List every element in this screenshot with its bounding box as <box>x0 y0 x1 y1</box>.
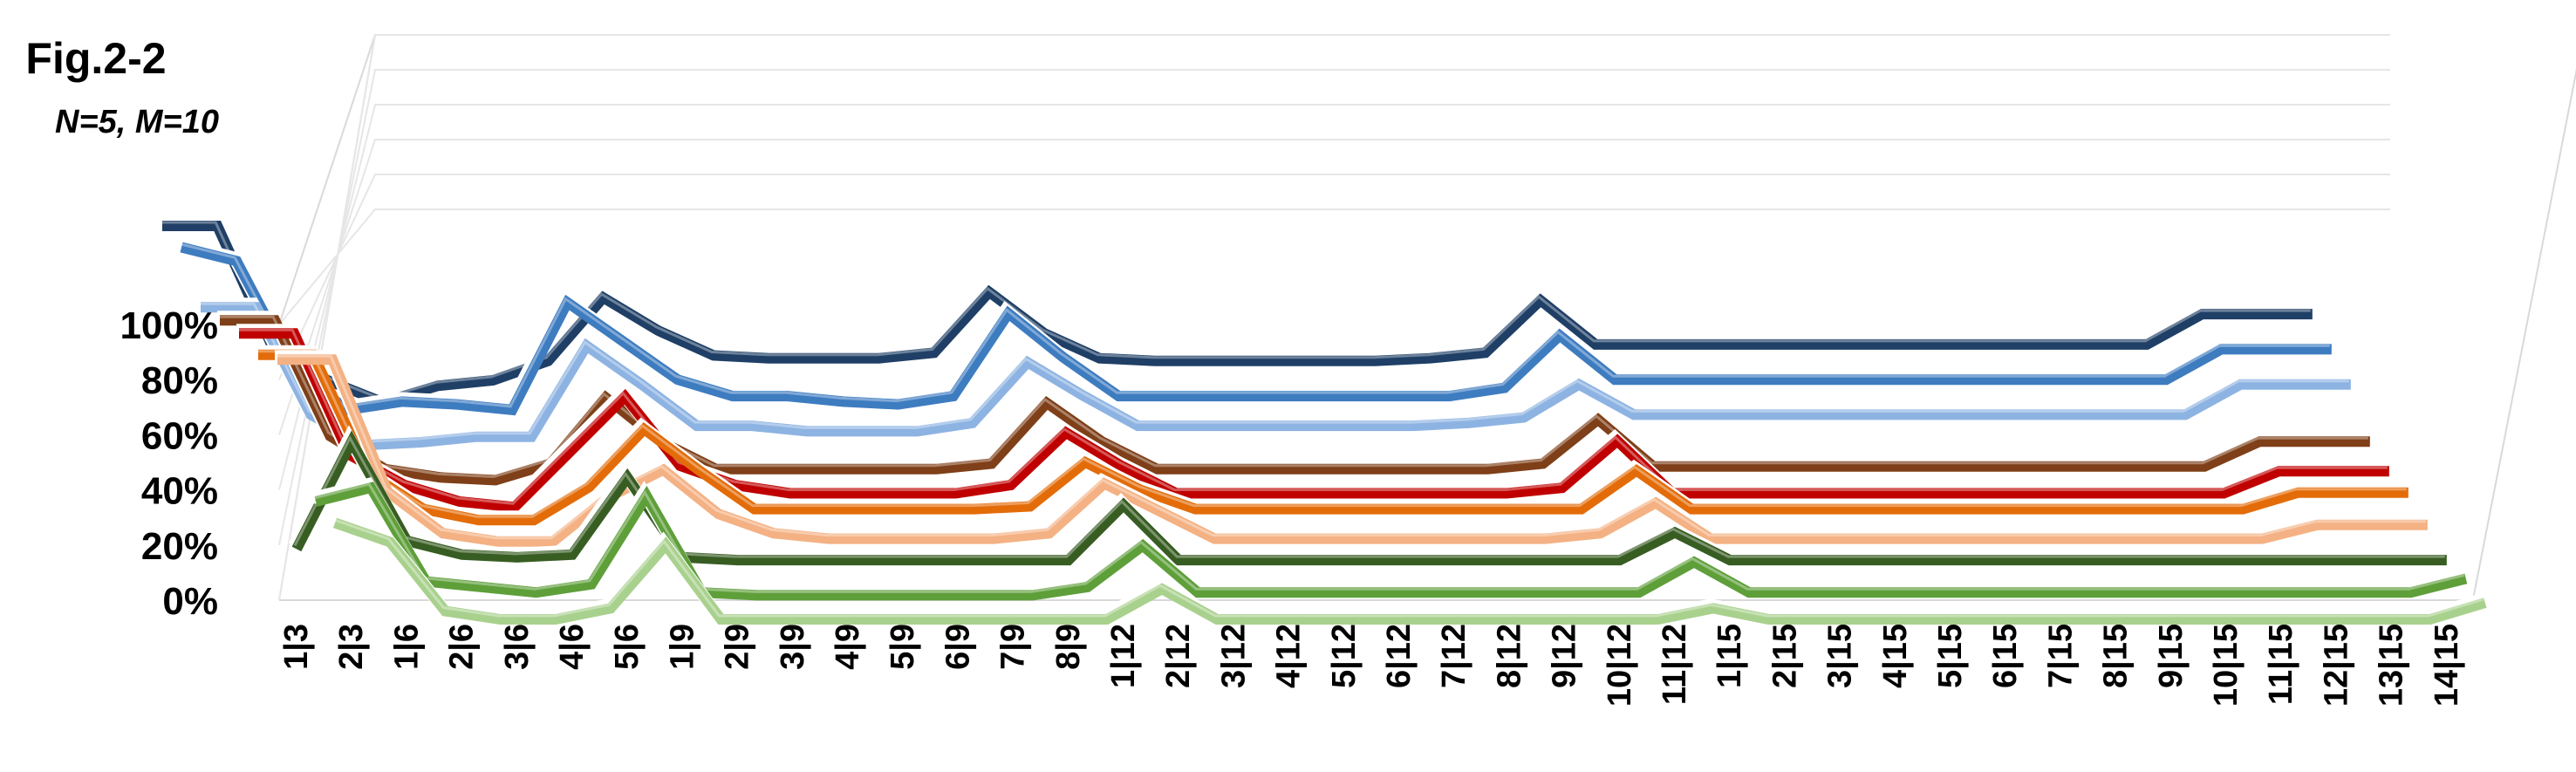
series-line-highlight <box>332 517 2484 618</box>
y-tick-label: 80% <box>141 359 218 402</box>
series-line-group <box>177 237 2332 416</box>
x-tick-label: 5|15 <box>1932 624 1969 688</box>
x-tick-label: 7|9 <box>995 624 1032 670</box>
x-tick-label: 14|15 <box>2429 624 2465 707</box>
x-tick-label: 1|12 <box>1105 624 1142 688</box>
x-tick-label: 5|9 <box>885 624 921 670</box>
x-tick-label: 6|12 <box>1381 624 1418 688</box>
y-tick-label: 40% <box>141 470 218 513</box>
x-tick-label: 1|3 <box>278 624 315 670</box>
chart-subtitle: N=5, M=10 <box>55 104 219 140</box>
series-line-group <box>330 513 2487 625</box>
gridline <box>278 139 2390 435</box>
x-tick-label: 9|15 <box>2153 624 2190 688</box>
series-line-highlight <box>199 302 2349 443</box>
x-tick-label: 8|9 <box>1050 624 1087 670</box>
x-tick-label: 1|15 <box>1712 624 1748 688</box>
x-tick-label: 11|12 <box>1657 624 1693 705</box>
x-tick-label: 10|12 <box>1602 624 1638 707</box>
x-tick-label: 8|15 <box>2098 624 2135 688</box>
x-tick-label: 6|15 <box>1987 624 2024 688</box>
x-tick-label: 4|6 <box>554 624 591 670</box>
series-layer <box>160 216 2487 625</box>
y-tick-label: 0% <box>162 580 218 623</box>
x-tick-label: 12|15 <box>2318 624 2354 707</box>
x-tick-label: 2|9 <box>720 624 756 670</box>
x-tick-label: 7|12 <box>1436 624 1472 688</box>
series-line <box>201 302 2351 451</box>
x-tick-label: 1|6 <box>388 624 425 670</box>
series-line <box>239 328 2389 513</box>
x-tick-label: 3|9 <box>775 624 811 670</box>
x-tick-label: 1|9 <box>664 624 700 670</box>
series-line-group <box>256 345 2409 526</box>
series-line-highlight <box>218 315 2368 479</box>
x-tick-label: 6|9 <box>940 624 976 670</box>
series-line-highlight <box>161 221 2311 400</box>
x-tick-label: 3|6 <box>499 624 536 670</box>
gridline <box>278 174 2390 380</box>
series-line <box>180 242 2332 416</box>
series-line-group <box>160 216 2313 408</box>
x-tick-label: 13|15 <box>2374 624 2410 707</box>
gridline <box>278 208 2390 325</box>
x-tick-label: 4|9 <box>830 624 866 670</box>
x-tick-label: 5|6 <box>609 624 646 670</box>
x-tick-label: 10|15 <box>2208 624 2245 707</box>
series-line-highlight <box>237 328 2388 505</box>
series-line-group <box>236 324 2389 513</box>
x-tick-label: 2|3 <box>333 624 370 670</box>
x-tick-label: 2|12 <box>1160 624 1197 688</box>
x-tick-label: 5|12 <box>1326 624 1363 688</box>
series-line-highlight <box>313 482 2465 593</box>
series-line-highlight <box>179 243 2330 408</box>
y-tick-label: 60% <box>141 414 218 457</box>
y-tick-label: 20% <box>141 525 218 568</box>
x-tick-label: 3|15 <box>1822 624 1859 688</box>
x-tick-label: 7|15 <box>2042 624 2079 688</box>
x-tick-label: 2|15 <box>1766 624 1803 688</box>
chart-title: Fig.2-2 <box>25 34 166 83</box>
series-line <box>333 517 2487 625</box>
series-line-group <box>198 297 2351 451</box>
x-tick-label: 4|15 <box>1877 624 1914 688</box>
x-axis-ticks: 1|3 2|3 1|6 2|6 3|6 4|6 5|6 1|9 2|9 3|9 4|9 5|9 6|9 7… <box>278 624 2465 707</box>
x-tick-label: 2|6 <box>444 624 481 670</box>
series-line <box>258 349 2409 526</box>
series-line <box>162 221 2313 408</box>
x-tick-label: 8|12 <box>1491 624 1527 688</box>
x-tick-label: 11|15 <box>2263 624 2299 705</box>
x-tick-label: 3|12 <box>1215 624 1252 688</box>
series-line-group <box>311 477 2468 601</box>
series-line-highlight <box>256 350 2407 518</box>
x-tick-label: 9|12 <box>1547 624 1583 688</box>
y-axis-ticks: 0%20%40%60%80%100% <box>120 304 218 623</box>
x-tick-label: 4|12 <box>1271 624 1308 688</box>
series-line <box>314 482 2468 601</box>
